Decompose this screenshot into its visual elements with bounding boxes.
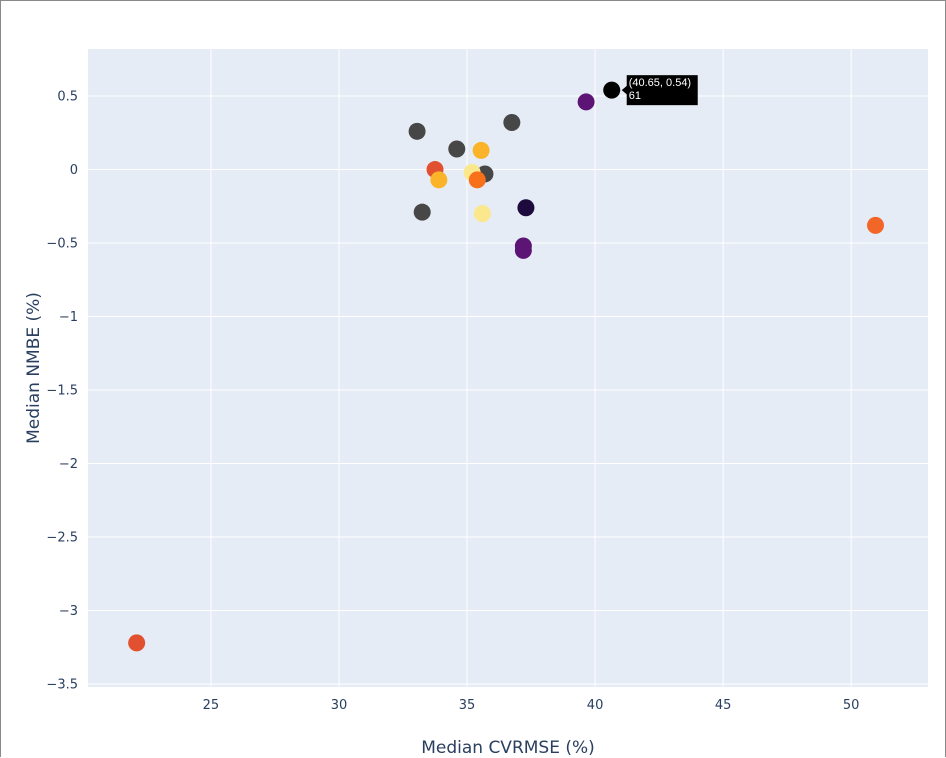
data-point[interactable]	[867, 216, 884, 234]
x-tick-label: 35	[459, 698, 476, 713]
data-point[interactable]	[514, 241, 532, 259]
data-point[interactable]	[517, 199, 535, 217]
y-tick-label: −2	[59, 457, 78, 472]
x-tick-label: 45	[715, 698, 732, 713]
y-tick-label: 0.5	[57, 90, 78, 105]
data-point[interactable]	[603, 81, 621, 99]
data-point[interactable]	[577, 93, 595, 111]
y-tick-label: 0	[70, 163, 78, 178]
tooltip-pointer	[621, 85, 628, 96]
data-point[interactable]	[472, 141, 490, 159]
data-point[interactable]	[448, 140, 466, 158]
x-tick-label: 50	[843, 698, 860, 713]
data-point[interactable]	[413, 203, 431, 221]
hover-tooltip: (40.65, 0.54) 61	[621, 75, 698, 106]
data-point[interactable]	[128, 634, 146, 652]
tooltip-label: 61	[629, 90, 641, 102]
y-tick-label: −1.5	[46, 384, 78, 399]
tooltip-coordinates: (40.65, 0.54)	[629, 77, 691, 89]
data-point[interactable]	[408, 122, 426, 140]
data-point[interactable]	[473, 205, 491, 223]
data-point[interactable]	[468, 171, 486, 189]
plot-area	[88, 49, 928, 687]
data-points	[128, 81, 884, 652]
grid-lines	[88, 49, 928, 687]
y-tick-label: −3	[59, 604, 78, 619]
x-axis-title: Median CVRMSE (%)	[421, 738, 595, 758]
tooltip-box	[626, 75, 698, 106]
x-tick-label: 25	[203, 698, 220, 713]
y-tick-label: −0.5	[46, 237, 78, 252]
data-point[interactable]	[503, 114, 521, 132]
data-point[interactable]	[430, 171, 448, 189]
y-tick-label: −3.5	[46, 678, 78, 693]
y-tick-label: −2.5	[46, 531, 78, 546]
y-tick-label: −1	[59, 310, 78, 325]
x-tick-label: 30	[331, 698, 348, 713]
y-axis-title: Median NMBE (%)	[24, 292, 44, 444]
x-axis-ticks: 25 30 35 40 45 50	[203, 698, 860, 713]
x-tick-label: 40	[587, 698, 604, 713]
y-axis-ticks: 0.5 0 −0.5 −1 −1.5 −2 −2.5 −3 −3.5	[46, 90, 78, 693]
